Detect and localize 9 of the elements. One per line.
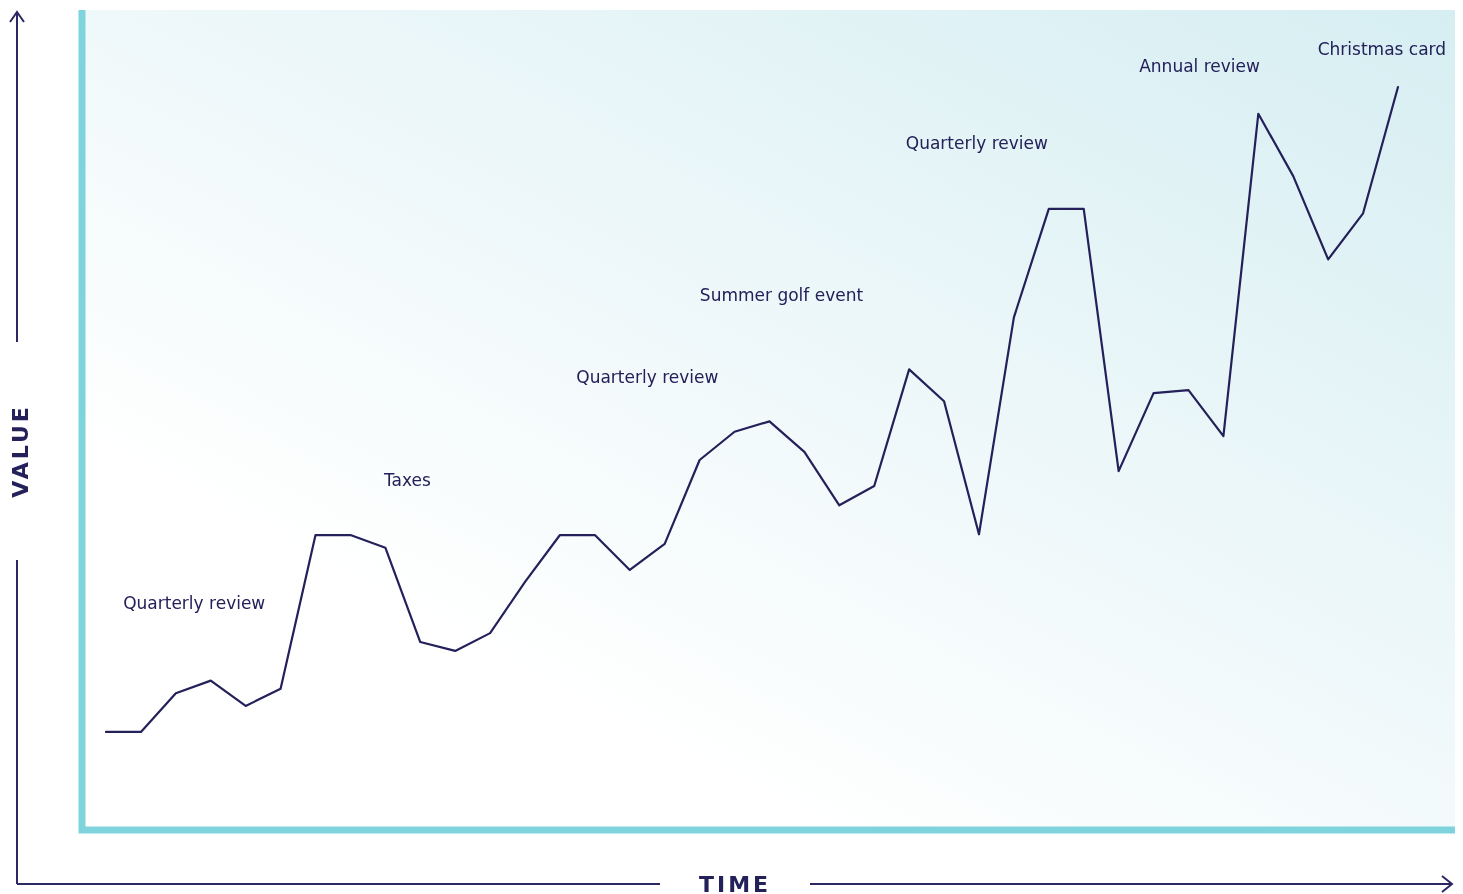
annotation: Quarterly review (576, 367, 719, 388)
y-axis-title: VALUE (8, 404, 33, 498)
annotation: Taxes (383, 469, 432, 490)
annotation: Quarterly review (905, 133, 1048, 154)
text: Annual review (1139, 55, 1261, 76)
text: Christmas card (1317, 39, 1447, 60)
x-axis-title: TIME (698, 872, 772, 894)
annotation: Summer golf event (699, 285, 864, 306)
annotation: Quarterly review (123, 592, 266, 613)
